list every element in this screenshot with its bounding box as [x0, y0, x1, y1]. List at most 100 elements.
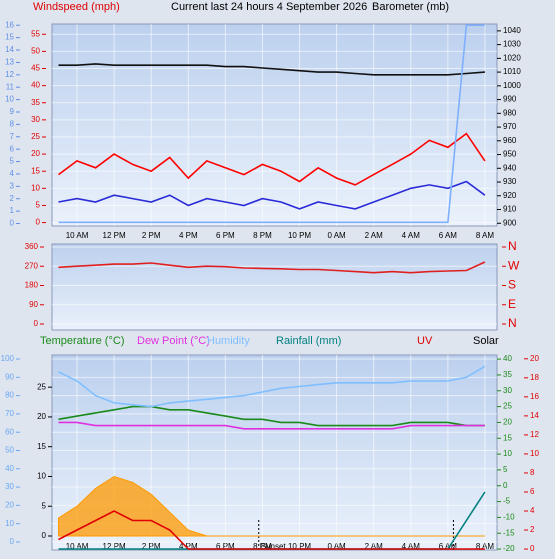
- y-tick-label: 15: [37, 442, 46, 451]
- line: [58, 261, 486, 274]
- y-tick-label: 30: [503, 386, 512, 395]
- line: [58, 510, 485, 550]
- legend-label: Temperature (°C): [40, 335, 124, 347]
- y-tick-label: 5: [10, 157, 15, 166]
- y-tick-label: N: [508, 316, 517, 330]
- axis-title: Windspeed (mph): [33, 1, 120, 13]
- y-tick-label: 20: [37, 412, 46, 421]
- y-tick-label: 8: [10, 119, 15, 128]
- line: [58, 132, 486, 186]
- x-tick-label: 8 AM: [476, 231, 495, 240]
- y-tick-label: 10: [5, 519, 14, 528]
- y-tick-label: 90: [5, 372, 14, 381]
- y-tick-label: 9: [10, 107, 15, 116]
- y-tick-label: 12: [5, 70, 14, 79]
- x-tick-label: 10 PM: [288, 231, 311, 240]
- x-tick-label: 6 PM: [216, 231, 235, 240]
- axis-title: Barometer (mb): [372, 1, 449, 13]
- y-tick-label: 10: [31, 183, 40, 192]
- y-tick-label: 1010: [503, 67, 521, 76]
- chart-title: Current last 24 hours 4 September 2026: [171, 1, 367, 13]
- y-tick-label: 14: [530, 411, 539, 420]
- y-tick-label: 16: [5, 20, 14, 29]
- y-tick-label: 30: [31, 115, 40, 124]
- y-tick-label: 0: [10, 537, 15, 546]
- y-tick-label: W: [508, 258, 520, 272]
- y-tick-label: 15: [5, 33, 14, 42]
- y-tick-label: E: [508, 297, 516, 311]
- plot-area: [51, 243, 498, 331]
- y-tick-label: 1: [10, 206, 15, 215]
- y-tick-label: 10: [530, 449, 539, 458]
- y-tick-label: 4: [530, 506, 535, 515]
- y-tick-label: 0: [42, 531, 47, 540]
- y-tick-label: 0: [503, 481, 508, 490]
- y-tick-label: 14: [5, 45, 14, 54]
- y-tick-label: 18: [530, 373, 539, 382]
- y-tick-label: 1040: [503, 26, 521, 35]
- y-tick-label: 10: [503, 449, 512, 458]
- y-tick-label: 12: [530, 430, 539, 439]
- y-tick-label: 60: [5, 427, 14, 436]
- y-tick-label: 2: [10, 194, 15, 203]
- annotation-label: Sunset: [261, 542, 287, 551]
- y-tick-label: 0: [530, 544, 535, 553]
- y-tick-label: 100: [1, 354, 15, 363]
- y-tick-label: 35: [503, 370, 512, 379]
- y-tick-label: 3: [10, 181, 15, 190]
- y-tick-label: 6: [10, 144, 15, 153]
- y-tick-label: 25: [37, 382, 46, 391]
- y-tick-label: 10: [5, 95, 14, 104]
- x-tick-label: 2 AM: [365, 231, 384, 240]
- y-tick-label: -10: [503, 513, 515, 522]
- y-tick-label: 11: [6, 82, 15, 91]
- y-tick-label: 80: [5, 391, 14, 400]
- y-tick-label: 20: [503, 418, 512, 427]
- y-tick-label: 10: [37, 472, 46, 481]
- y-tick-label: 50: [5, 446, 14, 455]
- y-tick-label: -20: [503, 544, 515, 553]
- y-tick-label: 5: [36, 201, 41, 210]
- x-tick-label: 0 AM: [327, 231, 346, 240]
- line: [58, 180, 486, 210]
- legend-label: UV: [417, 335, 433, 347]
- y-tick-label: 900: [503, 218, 517, 227]
- y-tick-label: 1020: [503, 53, 521, 62]
- area: [58, 475, 485, 537]
- y-tick-label: 8: [530, 468, 535, 477]
- legend-label: Rainfall (mm): [276, 335, 341, 347]
- y-tick-label: 920: [503, 191, 517, 200]
- line: [58, 421, 485, 430]
- y-tick-label: 0: [10, 219, 15, 228]
- y-tick-label: 970: [503, 122, 517, 131]
- y-tick-label: 950: [503, 150, 517, 159]
- y-tick-label: -15: [503, 528, 515, 537]
- x-tick-label: 2 PM: [142, 231, 161, 240]
- x-tick-label: 10 AM: [66, 231, 89, 240]
- y-tick-label: 40: [31, 81, 40, 90]
- y-tick-label: 7: [10, 132, 15, 141]
- y-tick-label: 25: [31, 132, 40, 141]
- legend-label: Solar: [473, 335, 499, 347]
- y-tick-label: 30: [5, 482, 14, 491]
- y-tick-label: 910: [503, 205, 517, 214]
- y-tick-label: 990: [503, 95, 517, 104]
- x-tick-label: 6 AM: [439, 231, 458, 240]
- y-tick-label: 15: [31, 166, 40, 175]
- y-tick-label: 1000: [503, 81, 521, 90]
- y-tick-label: -5: [503, 497, 511, 506]
- y-tick-label: 940: [503, 163, 517, 172]
- legend-label: Humidity: [207, 335, 250, 347]
- y-tick-label: N: [508, 239, 517, 253]
- y-tick-label: 40: [503, 354, 512, 363]
- legend-label: Dew Point (°C): [137, 335, 210, 347]
- y-tick-label: 25: [503, 402, 512, 411]
- line: [58, 365, 486, 408]
- x-tick-label: 4 PM: [179, 231, 198, 240]
- y-tick-label: 180: [25, 281, 39, 290]
- y-tick-label: S: [508, 278, 516, 292]
- y-tick-label: 90: [29, 300, 38, 309]
- y-tick-label: 0: [36, 218, 41, 227]
- y-tick-label: 270: [25, 261, 39, 270]
